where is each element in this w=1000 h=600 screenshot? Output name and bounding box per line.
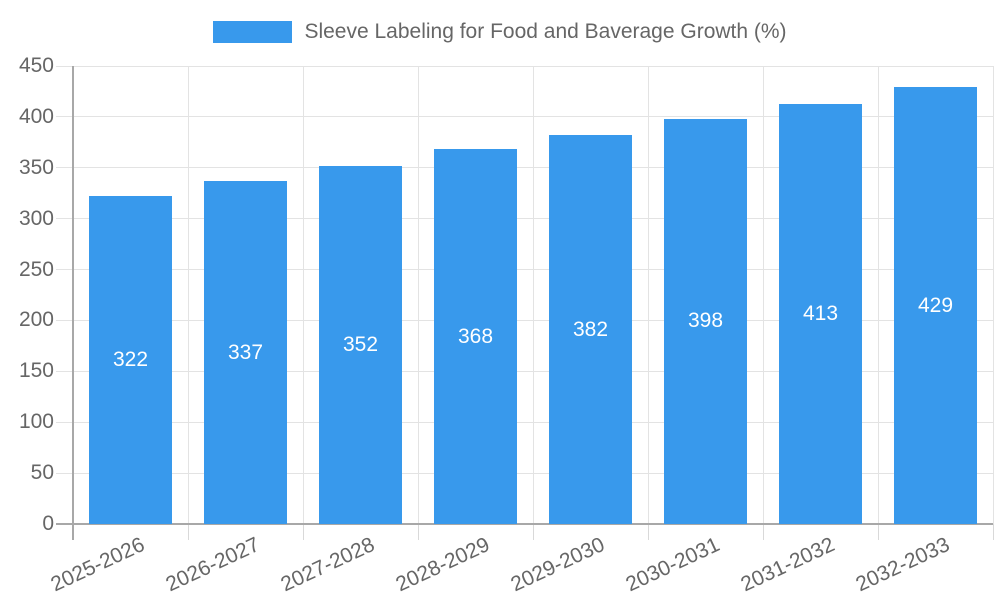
y-tick-label: 200 bbox=[18, 308, 54, 332]
legend-label: Sleeve Labeling for Food and Baverage Gr… bbox=[304, 20, 787, 43]
x-tick-mark bbox=[647, 524, 649, 540]
h-gridline bbox=[56, 218, 993, 220]
x-tick-label: 2029-2030 bbox=[507, 533, 609, 597]
bar[interactable] bbox=[89, 196, 172, 524]
bar-value-label: 352 bbox=[342, 332, 379, 356]
bar[interactable] bbox=[894, 87, 977, 524]
h-gridline bbox=[56, 269, 993, 271]
h-gridline bbox=[56, 167, 993, 169]
bar-value-label: 398 bbox=[687, 309, 724, 333]
y-tick-label: 100 bbox=[18, 410, 54, 434]
y-tick-label: 0 bbox=[42, 512, 54, 535]
y-tick-label: 250 bbox=[18, 257, 54, 281]
legend-swatch bbox=[213, 21, 293, 43]
v-gridline bbox=[877, 66, 879, 524]
v-gridline bbox=[187, 66, 189, 524]
bar[interactable] bbox=[204, 181, 287, 524]
v-gridline bbox=[992, 66, 994, 524]
v-gridline bbox=[532, 66, 534, 524]
x-tick-label: 2028-2029 bbox=[392, 533, 494, 597]
h-gridline bbox=[56, 116, 993, 118]
x-tick-label: 2025-2026 bbox=[47, 533, 149, 597]
y-axis-line bbox=[72, 66, 74, 540]
x-tick-mark bbox=[992, 524, 994, 540]
h-gridline bbox=[56, 472, 993, 474]
bar[interactable] bbox=[434, 149, 517, 524]
bar-value-label: 382 bbox=[572, 317, 609, 341]
chart-legend[interactable]: Sleeve Labeling for Food and Baverage Gr… bbox=[0, 16, 1000, 48]
x-tick-label: 2030-2031 bbox=[622, 533, 724, 597]
h-gridline bbox=[56, 319, 993, 321]
x-tick-label: 2026-2027 bbox=[162, 533, 264, 597]
bar-value-label: 337 bbox=[227, 340, 264, 364]
bar[interactable] bbox=[779, 103, 862, 524]
v-gridline bbox=[302, 66, 304, 524]
y-tick-label: 350 bbox=[18, 155, 54, 179]
h-gridline bbox=[56, 370, 993, 372]
x-tick-mark bbox=[532, 524, 534, 540]
y-tick-label: 150 bbox=[18, 359, 54, 383]
bar-value-label: 322 bbox=[112, 348, 149, 372]
x-tick-label: 2032-2033 bbox=[852, 533, 954, 597]
y-tick-label: 450 bbox=[18, 54, 54, 77]
bar-value-label: 429 bbox=[917, 293, 954, 317]
x-tick-mark bbox=[417, 524, 419, 540]
x-tick-label: 2031-2032 bbox=[737, 533, 839, 597]
v-gridline bbox=[417, 66, 419, 524]
bar[interactable] bbox=[664, 118, 747, 524]
x-tick-mark bbox=[877, 524, 879, 540]
bar[interactable] bbox=[319, 165, 402, 524]
v-gridline bbox=[762, 66, 764, 524]
y-tick-label: 400 bbox=[18, 104, 54, 128]
x-axis-line bbox=[56, 523, 993, 525]
v-gridline bbox=[647, 66, 649, 524]
h-gridline bbox=[56, 65, 993, 67]
h-gridline bbox=[56, 421, 993, 423]
bar-value-label: 368 bbox=[457, 324, 494, 348]
x-tick-label: 2027-2028 bbox=[277, 533, 379, 597]
x-tick-mark bbox=[302, 524, 304, 540]
bar[interactable] bbox=[549, 135, 632, 524]
y-tick-label: 300 bbox=[18, 206, 54, 230]
y-tick-label: 50 bbox=[30, 461, 54, 485]
x-tick-mark bbox=[762, 524, 764, 540]
x-tick-mark bbox=[187, 524, 189, 540]
bar-value-label: 413 bbox=[802, 301, 839, 325]
